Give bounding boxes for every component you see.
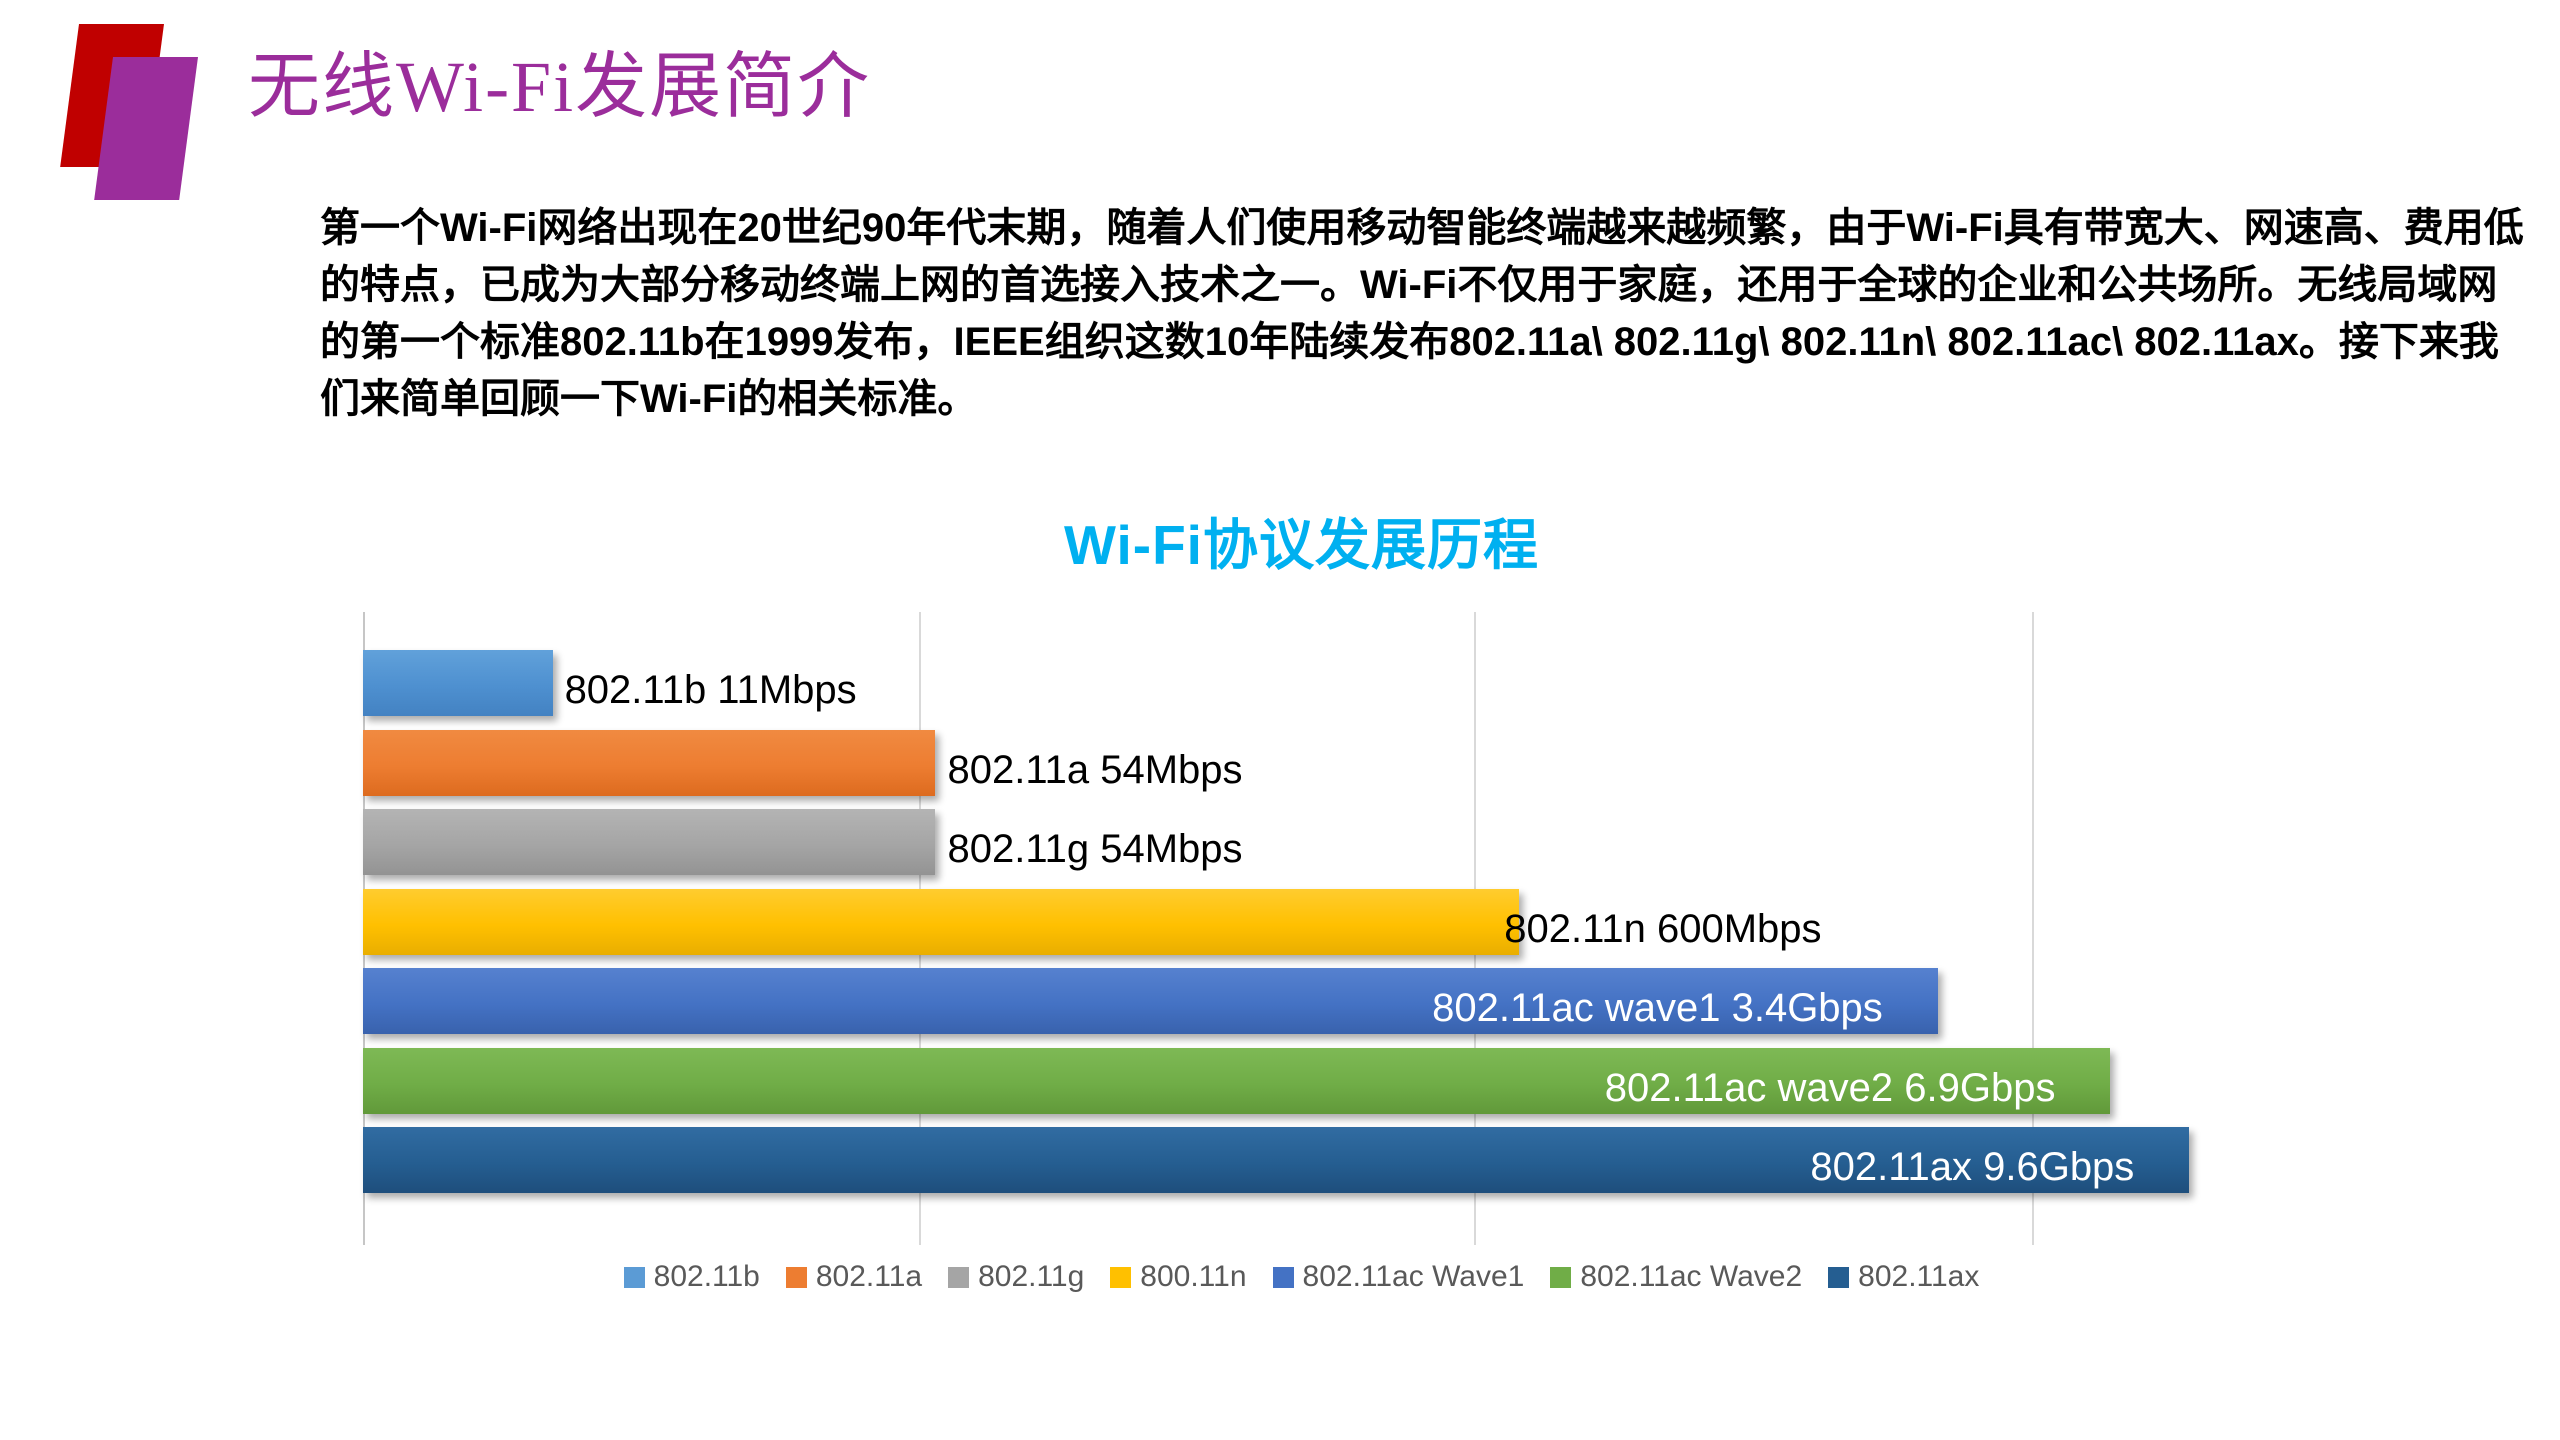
bar-row-802.11b: 802.11b 11Mbps — [363, 650, 2240, 716]
legend-label: 802.11a — [815, 1260, 923, 1293]
paragraph-line: 的特点，已成为大部分移动终端上网的首选接入技术之一。Wi-Fi不仅用于家庭，还用… — [320, 263, 2498, 307]
legend-label: 802.11ac Wave2 — [1580, 1260, 1803, 1293]
legend-swatch-icon — [948, 1266, 970, 1288]
bar-row-802.11n: 802.11n 600Mbps — [363, 888, 2240, 955]
bar-row-802.11g: 802.11g 54Mbps — [363, 809, 2240, 875]
legend-item-802.11b: 802.11b — [623, 1260, 760, 1294]
paragraph-line: 的第一个标准802.11b在1999发布，IEEE组织这数10年陆续发布802.… — [320, 320, 2499, 364]
bar-802.11g — [363, 809, 936, 875]
legend-item-802.11a: 802.11a — [785, 1260, 923, 1294]
gridline — [2031, 612, 2034, 1245]
legend-label: 800.11n — [1140, 1260, 1247, 1293]
legend-item-802.11g: 802.11g — [948, 1260, 1084, 1294]
paragraph-line: 们来简单回顾一下Wi-Fi的相关标准。 — [320, 377, 978, 421]
bar-label-802.11g: 802.11g 54Mbps — [947, 827, 1243, 871]
bar-row-802.11a: 802.11a 54Mbps — [363, 729, 2240, 796]
legend-item-800.11n: 800.11n — [1110, 1260, 1247, 1294]
legend-label: 802.11b — [653, 1260, 760, 1293]
bar-label-802.11a: 802.11a 54Mbps — [947, 747, 1243, 792]
bar-row-802.11ac-wave1: 802.11ac wave1 3.4Gbps — [363, 968, 2240, 1034]
legend-item-802.11ac Wave1: 802.11ac Wave1 — [1272, 1260, 1525, 1294]
bar-label-802.11ac-wave1: 802.11ac wave1 3.4Gbps — [1432, 986, 1883, 1030]
paragraph-line: 第一个Wi-Fi网络出现在20世纪90年代末期，随着人们使用移动智能终端越来越频… — [320, 206, 2524, 250]
legend-swatch-icon — [623, 1266, 645, 1288]
chart-title: Wi-Fi协议发展历程 — [1064, 514, 1539, 576]
legend-swatch-icon — [1550, 1266, 1572, 1288]
legend-swatch-icon — [1272, 1266, 1294, 1288]
legend-swatch-icon — [785, 1266, 807, 1288]
bar-802.11ac-wave2: 802.11ac wave2 6.9Gbps — [363, 1047, 2111, 1114]
legend-label: 802.11g — [978, 1260, 1085, 1293]
bar-802.11ax: 802.11ax 9.6Gbps — [363, 1127, 2190, 1193]
plot-area: 802.11b 11Mbps 802.11a 54Mbps 802.11g 54Mb… — [363, 612, 2240, 1245]
bar-802.11n — [363, 888, 1520, 955]
legend-swatch-icon — [1110, 1266, 1132, 1288]
bar-label-802.11ac-wave2: 802.11ac wave2 6.9Gbps — [1604, 1065, 2056, 1110]
page-title: 无线Wi-Fi发展简介 — [248, 47, 872, 127]
bar-802.11a — [363, 729, 936, 796]
legend-swatch-icon — [1828, 1266, 1850, 1288]
legend-label: 802.11ac Wave1 — [1302, 1260, 1525, 1293]
bar-label-802.11n: 802.11n 600Mbps — [1504, 906, 1822, 951]
legend-label: 802.11ax — [1858, 1260, 1980, 1293]
bar-row-802.11ac-wave2: 802.11ac wave2 6.9Gbps — [363, 1047, 2240, 1114]
bar-row-802.11ax: 802.11ax 9.6Gbps — [363, 1127, 2240, 1193]
legend-item-802.11ax: 802.11ax — [1828, 1260, 1979, 1294]
intro-paragraph: 第一个Wi-Fi网络出现在20世纪90年代末期，随着人们使用移动智能终端越来越频… — [320, 200, 2524, 428]
bar-802.11b — [363, 650, 553, 716]
bar-802.11ac-wave1: 802.11ac wave1 3.4Gbps — [363, 968, 1938, 1034]
bar-label-802.11ax: 802.11ax 9.6Gbps — [1810, 1145, 2135, 1189]
chart-legend: 802.11b 802.11a 802.11g 800.11n 802.11ac Wav… — [363, 1260, 2240, 1294]
legend-item-802.11ac Wave2: 802.11ac Wave2 — [1550, 1260, 1802, 1294]
logo-purple-shape — [94, 57, 198, 200]
bar-label-802.11b: 802.11b 11Mbps — [564, 668, 857, 712]
